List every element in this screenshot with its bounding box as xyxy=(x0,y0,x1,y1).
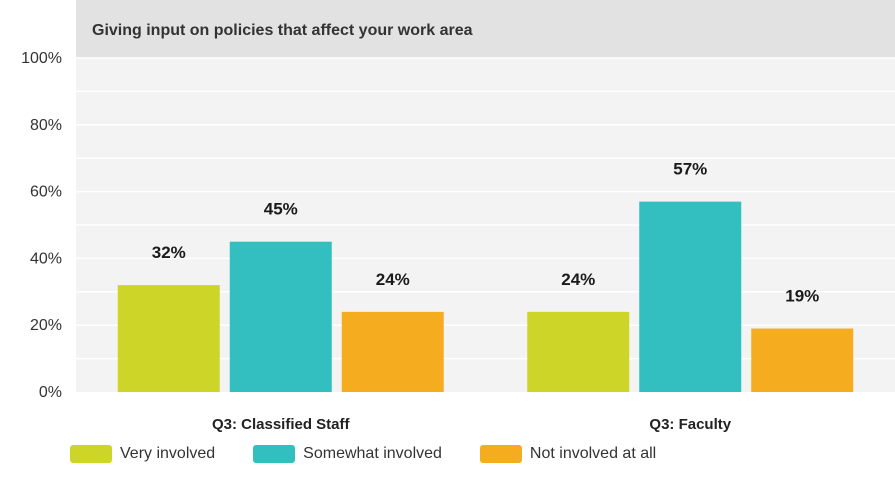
title-bar xyxy=(76,0,895,58)
data-label: 19% xyxy=(785,287,819,306)
data-label: 24% xyxy=(376,270,410,289)
legend-swatch-not-involved-at-all xyxy=(479,445,522,463)
bar xyxy=(751,328,854,392)
y-tick-label: 80% xyxy=(30,117,62,134)
legend-item-very-involved: Very involved xyxy=(70,445,215,463)
bar xyxy=(639,201,742,392)
data-label: 57% xyxy=(673,160,707,179)
legend-item-not-involved-at-all: Not involved at all xyxy=(479,445,657,463)
legend: Very involved Somewhat involved Not invo… xyxy=(70,445,694,463)
legend-label-not-involved-at-all: Not involved at all xyxy=(529,445,657,462)
category-label: Q3: Classified Staff xyxy=(212,416,351,433)
legend-label-very-involved: Very involved xyxy=(120,445,216,462)
data-label: 24% xyxy=(561,270,595,289)
legend-swatch-very-involved xyxy=(70,445,112,463)
chart-title: Giving input on policies that affect you… xyxy=(92,22,473,39)
data-labels: 32% 45% 24% 24% 57% 19% xyxy=(152,160,820,306)
legend-item-somewhat-involved: Somewhat involved xyxy=(253,445,442,463)
legend-label-somewhat-involved: Somewhat involved xyxy=(303,445,442,462)
y-tick-label: 40% xyxy=(30,250,62,267)
data-label: 45% xyxy=(264,200,298,219)
legend-swatch-somewhat-involved xyxy=(253,445,296,463)
y-axis-ticks: 0% 20% 40% 60% 80% 100% xyxy=(21,50,62,401)
y-tick-label: 0% xyxy=(39,384,62,401)
gridlines xyxy=(76,57,895,360)
category-label: Q3: Faculty xyxy=(649,416,731,433)
y-tick-label: 20% xyxy=(30,317,62,334)
x-axis-labels: Q3: Classified Staff Q3: Faculty xyxy=(212,416,732,433)
bar xyxy=(527,311,630,392)
bars xyxy=(117,201,854,392)
bar xyxy=(341,311,444,392)
bar xyxy=(229,241,332,392)
y-tick-label: 100% xyxy=(21,50,62,67)
bar xyxy=(117,285,220,392)
y-tick-label: 60% xyxy=(30,184,62,201)
data-label: 32% xyxy=(152,243,186,262)
